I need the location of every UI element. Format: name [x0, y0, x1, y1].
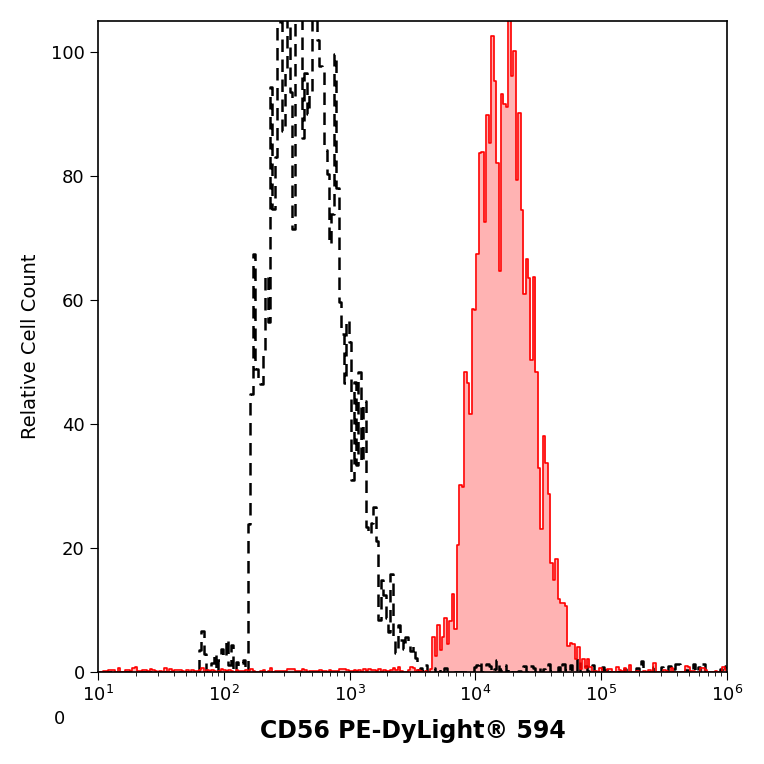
Text: 0: 0 [53, 710, 65, 728]
Y-axis label: Relative Cell Count: Relative Cell Count [21, 254, 40, 439]
X-axis label: CD56 PE-DyLight® 594: CD56 PE-DyLight® 594 [260, 719, 565, 743]
